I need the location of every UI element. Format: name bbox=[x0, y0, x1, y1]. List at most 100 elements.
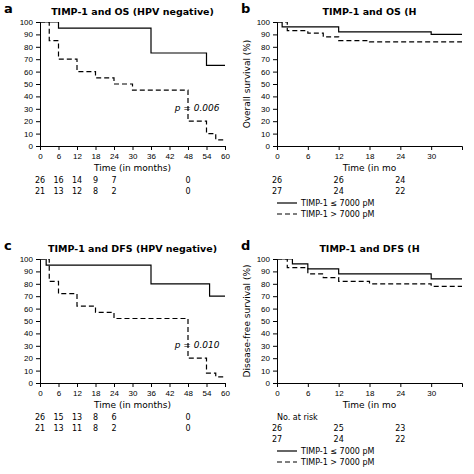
legend-swatch bbox=[277, 450, 297, 451]
x-axis: 0612182430 bbox=[275, 383, 462, 398]
y-tick-label: 50 bbox=[24, 317, 33, 326]
survival-line bbox=[277, 22, 462, 42]
x-tick-label: 12 bbox=[335, 389, 344, 398]
x-tick-label: 36 bbox=[147, 152, 156, 161]
y-tick-mark bbox=[36, 96, 40, 97]
y-axis-title: Disease-free survival (%) bbox=[242, 265, 252, 378]
x-tick-mark bbox=[77, 146, 78, 150]
y-tick: 90 bbox=[24, 30, 40, 39]
y-tick: 50 bbox=[24, 317, 40, 326]
y-tick: 60 bbox=[261, 305, 277, 314]
at-risk-number: 2 bbox=[111, 187, 116, 196]
x-tick-mark bbox=[133, 146, 134, 150]
at-risk-number: 0 bbox=[185, 413, 190, 422]
x-tick-mark bbox=[370, 146, 371, 150]
at-risk-number: 8 bbox=[93, 424, 98, 433]
y-tick-mark bbox=[36, 284, 40, 285]
y-tick-label: 10 bbox=[24, 367, 33, 376]
y-tick: 0 bbox=[29, 379, 40, 388]
x-tick-label: 0 bbox=[38, 389, 43, 398]
plot: TIMP-1 and OS (HPV negative)061218243036… bbox=[20, 6, 231, 196]
y-tick-mark bbox=[273, 309, 277, 310]
y-tick-mark bbox=[273, 72, 277, 73]
x-tick: 18 bbox=[366, 383, 375, 398]
x-axis: 06121824303642485460 bbox=[38, 146, 230, 161]
x-tick-label: 60 bbox=[221, 389, 230, 398]
x-tick-label: 18 bbox=[366, 389, 375, 398]
x-tick: 30 bbox=[129, 383, 138, 398]
y-tick-mark bbox=[36, 134, 40, 135]
y-tick-label: 90 bbox=[24, 30, 33, 39]
at-risk-number: 22 bbox=[395, 435, 405, 444]
y-tick-label: 30 bbox=[24, 105, 33, 114]
y-tick-label: 90 bbox=[24, 267, 33, 276]
x-tick: 18 bbox=[92, 383, 101, 398]
y-tick: 70 bbox=[261, 292, 277, 301]
y-tick-mark bbox=[273, 296, 277, 297]
y-tick: 100 bbox=[257, 18, 277, 27]
y-tick-mark bbox=[273, 259, 277, 260]
at-risk-number: 13 bbox=[53, 187, 63, 196]
at-risk-number: 24 bbox=[334, 435, 344, 444]
x-tick-label: 6 bbox=[57, 152, 62, 161]
x-tick: 24 bbox=[396, 383, 405, 398]
title: TIMP-1 and OS (HPV negative) bbox=[51, 6, 214, 17]
at-risk-number: 8 bbox=[93, 413, 98, 422]
y-tick: 50 bbox=[261, 80, 277, 89]
figure: aTIMP-1 and OS (HPV negative)06121824303… bbox=[0, 0, 474, 474]
x-tick-label: 42 bbox=[166, 152, 175, 161]
x-tick-mark bbox=[59, 383, 60, 387]
x-axis: 0612182430 bbox=[275, 146, 462, 161]
legend-swatch bbox=[277, 202, 297, 203]
x-tick: 12 bbox=[73, 383, 82, 398]
y-tick: 90 bbox=[261, 30, 277, 39]
y-tick-label: 10 bbox=[261, 367, 270, 376]
x-tick: 48 bbox=[184, 383, 193, 398]
y-tick-label: 0 bbox=[266, 142, 271, 151]
x-tick-label: 6 bbox=[57, 389, 62, 398]
at-risk-number: 21 bbox=[35, 424, 45, 433]
y-tick-mark bbox=[36, 146, 40, 147]
y-tick-label: 70 bbox=[261, 292, 270, 301]
y-axis-line bbox=[36, 260, 41, 384]
x-tick: 18 bbox=[366, 146, 375, 161]
x-tick-label: 54 bbox=[203, 152, 212, 161]
at-risk-number: 11 bbox=[72, 424, 82, 433]
survival-line bbox=[277, 259, 462, 286]
x-tick: 24 bbox=[110, 383, 119, 398]
y-tick-label: 0 bbox=[29, 142, 34, 151]
panel: aTIMP-1 and OS (HPV negative)06121824303… bbox=[4, 1, 230, 196]
panel: dTIMP-1 and DFS (H0612182430010203040506… bbox=[241, 238, 463, 467]
y-tick: 60 bbox=[24, 305, 40, 314]
at-risk-number: 0 bbox=[185, 187, 190, 196]
x-tick: 0 bbox=[38, 383, 43, 398]
y-tick-label: 100 bbox=[20, 18, 34, 27]
y-tick-label: 30 bbox=[261, 105, 270, 114]
y-tick: 40 bbox=[261, 92, 277, 101]
x-tick: 24 bbox=[110, 146, 119, 161]
y-axis: 0102030405060708090100 bbox=[257, 255, 278, 388]
y-tick-mark bbox=[36, 271, 40, 272]
y-tick-mark bbox=[36, 47, 40, 48]
y-tick: 50 bbox=[24, 80, 40, 89]
y-tick-label: 60 bbox=[261, 68, 270, 77]
y-tick: 70 bbox=[24, 292, 40, 301]
x-tick-label: 0 bbox=[275, 389, 280, 398]
y-tick-mark bbox=[36, 109, 40, 110]
y-tick-label: 50 bbox=[261, 317, 270, 326]
y-tick: 10 bbox=[24, 130, 40, 139]
p-value: p = 0.006 bbox=[174, 103, 220, 113]
at-risk-number: 16 bbox=[53, 176, 63, 185]
y-tick-mark bbox=[36, 59, 40, 60]
x-tick-mark bbox=[188, 146, 189, 150]
at-risk-number: 26 bbox=[35, 413, 45, 422]
at-risk-number: 26 bbox=[334, 176, 344, 185]
y-tick-mark bbox=[273, 84, 277, 85]
x-tick-label: 30 bbox=[129, 389, 138, 398]
y-tick-label: 10 bbox=[24, 130, 33, 139]
y-tick: 90 bbox=[24, 267, 40, 276]
x-tick-mark bbox=[207, 146, 208, 150]
x-tick: 12 bbox=[73, 146, 82, 161]
at-risk-number: 0 bbox=[185, 424, 190, 433]
x-tick-label: 6 bbox=[306, 389, 311, 398]
